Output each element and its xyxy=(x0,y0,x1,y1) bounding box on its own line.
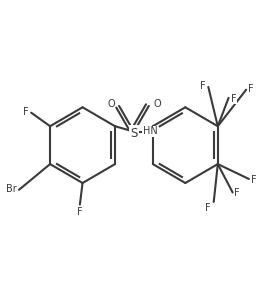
Text: F: F xyxy=(77,207,83,217)
Text: F: F xyxy=(234,188,240,198)
Text: HN: HN xyxy=(143,126,158,136)
Text: S: S xyxy=(130,127,138,140)
Text: O: O xyxy=(153,99,161,109)
Text: F: F xyxy=(205,203,211,213)
Text: F: F xyxy=(248,84,254,94)
Text: F: F xyxy=(23,107,29,117)
Text: F: F xyxy=(251,175,257,185)
Text: F: F xyxy=(200,81,206,91)
Text: F: F xyxy=(231,94,236,104)
Text: O: O xyxy=(107,99,115,109)
Text: Br: Br xyxy=(6,184,17,195)
